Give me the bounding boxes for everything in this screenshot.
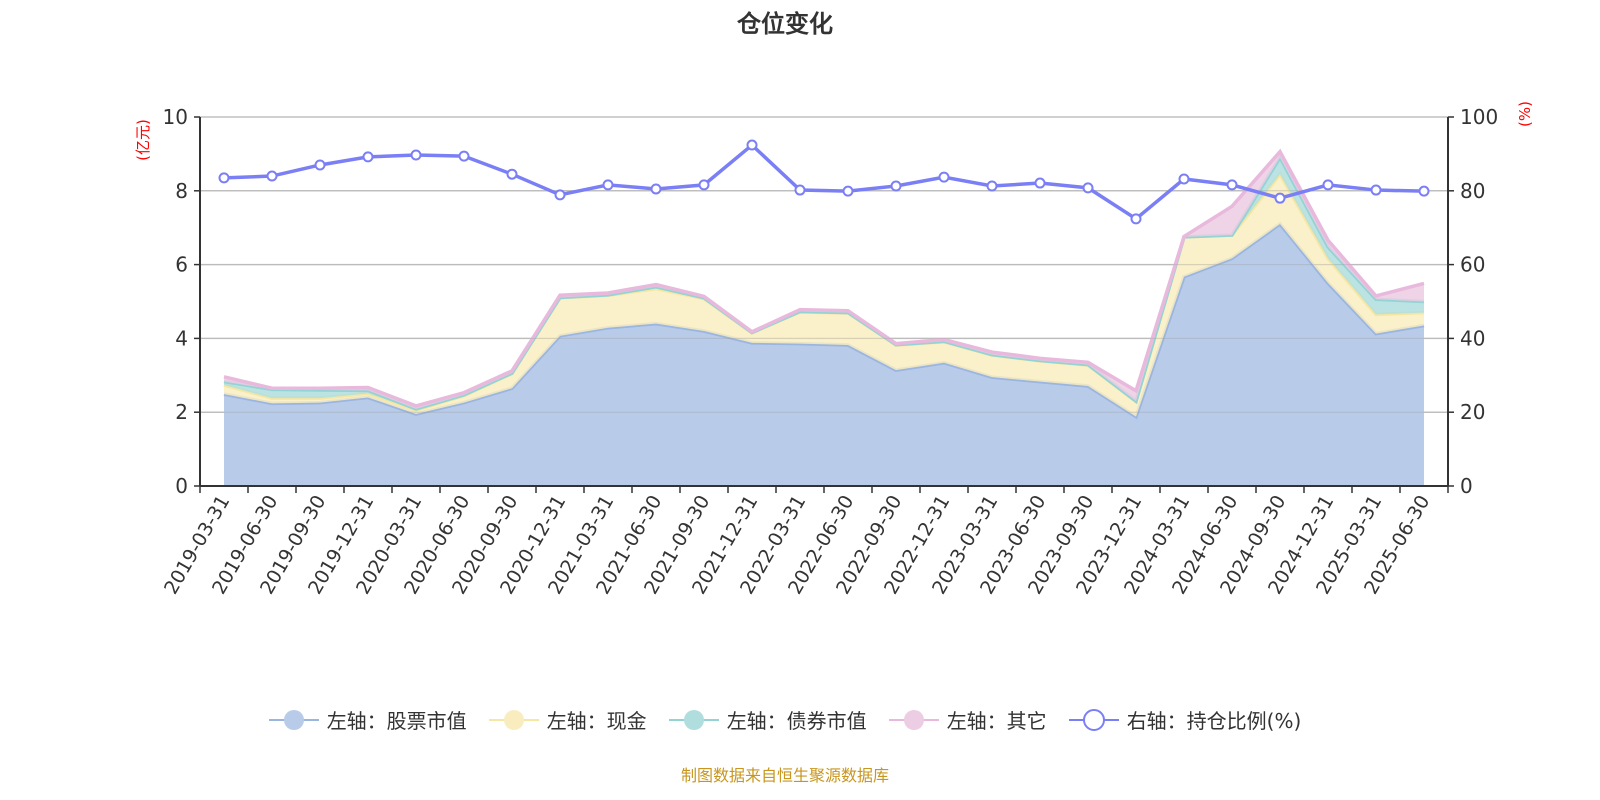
ratio-point <box>650 183 662 195</box>
ratio-point <box>1418 185 1430 197</box>
left-axis-tick-label: 0 <box>175 474 188 498</box>
left-axis-tick-label: 6 <box>175 253 188 277</box>
right-axis-tick-label: 20 <box>1460 400 1485 424</box>
left-axis-label: (亿元) <box>134 119 152 161</box>
legend-label: 左轴：其它 <box>946 709 1047 733</box>
right-axis-tick-label: 0 <box>1460 474 1473 498</box>
legend-marker-icon <box>668 709 719 730</box>
right-axis-label: (%) <box>1516 101 1534 127</box>
legend-label: 右轴：持仓比例(%) <box>1126 709 1302 733</box>
legend-item[interactable]: 左轴：其它 <box>888 705 1047 734</box>
ratio-point <box>410 149 422 161</box>
legend-item[interactable]: 左轴：现金 <box>488 705 647 734</box>
ratio-point <box>218 172 230 184</box>
ratio-point <box>1130 213 1142 225</box>
right-axis-tick-label: 40 <box>1460 326 1485 350</box>
left-axis-tick-label: 2 <box>175 400 188 424</box>
ratio-point <box>938 171 950 183</box>
ratio-point <box>362 151 374 163</box>
ratio-point <box>506 168 518 180</box>
right-axis-tick-label: 60 <box>1460 253 1485 277</box>
legend-item[interactable]: 右轴：持仓比例(%) <box>1068 705 1302 734</box>
ratio-point <box>986 180 998 192</box>
ratio-point <box>890 180 902 192</box>
ratio-point <box>794 184 806 196</box>
ratio-point <box>842 185 854 197</box>
ratio-point <box>458 150 470 162</box>
right-axis-tick-label: 100 <box>1460 105 1498 129</box>
right-axis-tick-label: 80 <box>1460 179 1485 203</box>
ratio-point <box>1226 179 1238 191</box>
ratio-point <box>1274 192 1286 204</box>
legend-label: 左轴：股票市值 <box>326 709 467 733</box>
legend-item[interactable]: 左轴：股票市值 <box>268 705 467 734</box>
chart-title: 仓位变化 <box>737 10 833 38</box>
ratio-point <box>314 159 326 171</box>
ratio-point <box>698 179 710 191</box>
ratio-line <box>223 142 1425 222</box>
ratio-point <box>554 189 566 201</box>
legend-item[interactable]: 左轴：债券市值 <box>668 705 867 734</box>
source-note: 制图数据来自恒生聚源数据库 <box>680 766 889 785</box>
series-line-1 <box>223 221 1425 420</box>
ratio-point <box>1034 177 1046 189</box>
ratio-point <box>266 170 278 182</box>
ratio-point <box>746 139 758 151</box>
legend-label: 左轴：债券市值 <box>726 709 867 733</box>
legend-marker-icon <box>888 709 939 730</box>
ratio-point <box>1178 173 1190 185</box>
legend: 左轴：股票市值 左轴：现金 左轴：债券市值 左轴：其它 右轴：持仓比例(%) <box>0 705 1570 734</box>
legend-marker-icon <box>1068 708 1119 731</box>
legend-label: 左轴：现金 <box>546 709 647 733</box>
area-1 <box>224 224 1424 486</box>
ratio-point <box>602 179 614 191</box>
left-axis-tick-label: 10 <box>163 105 188 129</box>
left-axis-tick-label: 4 <box>175 326 188 350</box>
series-line-4 <box>223 148 1425 408</box>
legend-marker-icon <box>268 709 319 730</box>
legend-marker-icon <box>488 709 539 730</box>
ratio-point <box>1082 182 1094 194</box>
left-axis-tick-label: 8 <box>175 179 188 203</box>
ratio-point <box>1322 179 1334 191</box>
ratio-point <box>1370 184 1382 196</box>
